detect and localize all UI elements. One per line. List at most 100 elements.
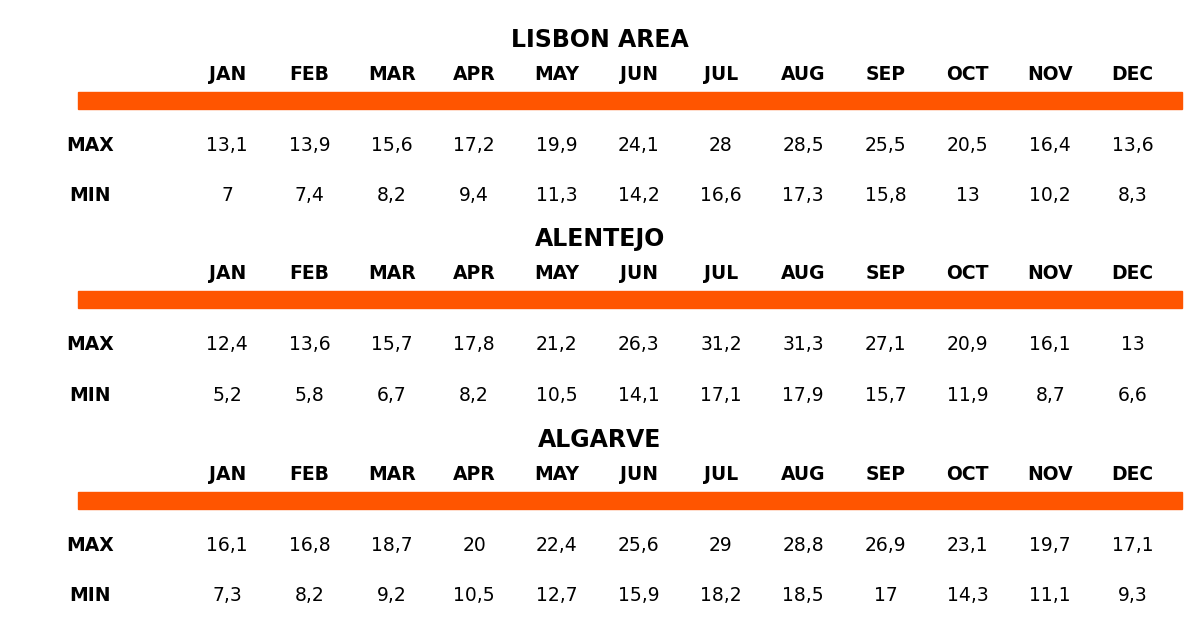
Text: 17: 17 (874, 587, 898, 605)
Text: MIN: MIN (70, 587, 110, 605)
Bar (78, 291, 1182, 308)
Text: 27,1: 27,1 (865, 335, 906, 354)
Text: OCT: OCT (947, 264, 989, 283)
Text: 16,1: 16,1 (1030, 335, 1070, 354)
Text: MIN: MIN (70, 187, 110, 205)
Text: SEP: SEP (865, 465, 906, 484)
Text: 13: 13 (956, 187, 979, 205)
Text: 17,3: 17,3 (782, 187, 824, 205)
Text: JUL: JUL (704, 465, 738, 484)
Text: MAR: MAR (368, 264, 415, 283)
Text: 8,2: 8,2 (294, 587, 324, 605)
Text: 11,1: 11,1 (1030, 587, 1070, 605)
Text: 19,7: 19,7 (1030, 536, 1070, 555)
Text: 9,2: 9,2 (377, 587, 407, 605)
Bar (78, 92, 1182, 109)
Text: 10,2: 10,2 (1030, 187, 1070, 205)
Text: 17,2: 17,2 (454, 136, 494, 155)
Text: 24,1: 24,1 (618, 136, 660, 155)
Text: 8,2: 8,2 (460, 386, 488, 404)
Text: 18,7: 18,7 (371, 536, 413, 555)
Text: JAN: JAN (209, 465, 246, 484)
Text: 26,9: 26,9 (865, 536, 906, 555)
Text: 28,8: 28,8 (782, 536, 824, 555)
Text: 17,8: 17,8 (454, 335, 494, 354)
Text: 5,2: 5,2 (212, 386, 242, 404)
Text: JUL: JUL (704, 264, 738, 283)
Text: 13,6: 13,6 (289, 335, 330, 354)
Text: MAY: MAY (534, 65, 578, 84)
Text: NOV: NOV (1027, 65, 1073, 84)
Text: JUN: JUN (619, 65, 658, 84)
Text: 6,7: 6,7 (377, 386, 407, 404)
Text: 13,6: 13,6 (1111, 136, 1153, 155)
Text: JUL: JUL (704, 65, 738, 84)
Text: 12,7: 12,7 (535, 587, 577, 605)
Text: 6,6: 6,6 (1117, 386, 1147, 404)
Text: APR: APR (452, 465, 496, 484)
Text: 11,9: 11,9 (947, 386, 989, 404)
Text: 15,7: 15,7 (865, 386, 906, 404)
Text: APR: APR (452, 65, 496, 84)
Text: MAX: MAX (66, 136, 114, 155)
Text: NOV: NOV (1027, 465, 1073, 484)
Text: 28,5: 28,5 (782, 136, 824, 155)
Text: 15,9: 15,9 (618, 587, 660, 605)
Text: 13,9: 13,9 (289, 136, 330, 155)
Text: JAN: JAN (209, 65, 246, 84)
Text: SEP: SEP (865, 264, 906, 283)
Text: AUG: AUG (781, 465, 826, 484)
Text: 20,9: 20,9 (947, 335, 989, 354)
Text: 25,5: 25,5 (865, 136, 906, 155)
Text: 17,9: 17,9 (782, 386, 824, 404)
Text: MAY: MAY (534, 465, 578, 484)
Text: DEC: DEC (1111, 465, 1153, 484)
Text: ALENTEJO: ALENTEJO (535, 227, 665, 251)
Text: 31,3: 31,3 (782, 335, 824, 354)
Text: 15,7: 15,7 (371, 335, 413, 354)
Text: SEP: SEP (865, 65, 906, 84)
Text: AUG: AUG (781, 264, 826, 283)
Text: 28: 28 (709, 136, 733, 155)
Text: 13,1: 13,1 (206, 136, 248, 155)
Text: 7: 7 (221, 187, 233, 205)
Text: 9,4: 9,4 (460, 187, 488, 205)
Text: 12,4: 12,4 (206, 335, 248, 354)
Text: OCT: OCT (947, 65, 989, 84)
Text: 20: 20 (462, 536, 486, 555)
Text: 25,6: 25,6 (618, 536, 660, 555)
Text: DEC: DEC (1111, 264, 1153, 283)
Text: MAX: MAX (66, 536, 114, 555)
Text: 8,7: 8,7 (1036, 386, 1066, 404)
Text: JUN: JUN (619, 465, 658, 484)
Text: FEB: FEB (289, 465, 330, 484)
Text: 19,9: 19,9 (535, 136, 577, 155)
Text: 22,4: 22,4 (535, 536, 577, 555)
Text: 8,3: 8,3 (1117, 187, 1147, 205)
Text: JAN: JAN (209, 264, 246, 283)
Text: 14,1: 14,1 (618, 386, 660, 404)
Text: 10,5: 10,5 (535, 386, 577, 404)
Text: MAY: MAY (534, 264, 578, 283)
Text: 20,5: 20,5 (947, 136, 989, 155)
Text: 14,3: 14,3 (947, 587, 989, 605)
Text: 18,2: 18,2 (700, 587, 742, 605)
Text: FEB: FEB (289, 65, 330, 84)
Text: 18,5: 18,5 (782, 587, 824, 605)
Text: 21,2: 21,2 (535, 335, 577, 354)
Text: 13: 13 (1121, 335, 1145, 354)
Text: 8,2: 8,2 (377, 187, 407, 205)
Text: 7,4: 7,4 (294, 187, 324, 205)
Text: 16,8: 16,8 (289, 536, 330, 555)
Text: FEB: FEB (289, 264, 330, 283)
Text: 15,6: 15,6 (371, 136, 413, 155)
Text: OCT: OCT (947, 465, 989, 484)
Text: 29: 29 (709, 536, 733, 555)
Text: 9,3: 9,3 (1117, 587, 1147, 605)
Text: 11,3: 11,3 (535, 187, 577, 205)
Text: 23,1: 23,1 (947, 536, 989, 555)
Text: 17,1: 17,1 (700, 386, 742, 404)
Text: 16,6: 16,6 (700, 187, 742, 205)
Text: DEC: DEC (1111, 65, 1153, 84)
Text: AUG: AUG (781, 65, 826, 84)
